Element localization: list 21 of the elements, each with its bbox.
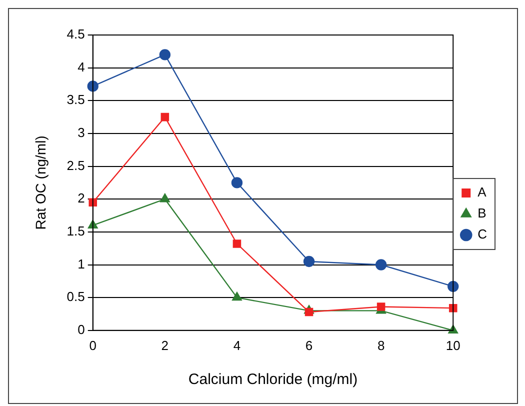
y-tick-label: 3	[78, 125, 85, 140]
y-tick-label: 3.5	[66, 92, 85, 108]
y-tick-label: 0.5	[66, 289, 85, 304]
y-tick-label: 1.5	[66, 224, 85, 239]
y-tick-label: 2.5	[66, 158, 85, 173]
x-axis-title: Calcium Chloride (mg/ml)	[188, 371, 358, 388]
y-tick-label: 4.5	[66, 26, 85, 42]
legend-label: C	[478, 226, 487, 242]
x-tick-label: 10	[446, 338, 460, 353]
legend-label: B	[478, 206, 486, 221]
legend-label: A	[478, 184, 487, 200]
x-tick-label: 0	[89, 338, 96, 353]
y-axis-title: Rat OC (ng/ml)	[32, 136, 48, 230]
x-tick-label: 4	[233, 338, 241, 353]
y-tick-label: 1	[78, 256, 85, 272]
y-tick-label: 4	[78, 59, 85, 74]
x-tick-label: 8	[377, 338, 385, 353]
y-tick-label: 0	[78, 322, 85, 337]
x-tick-label: 6	[305, 338, 313, 353]
x-tick-label: 2	[161, 338, 169, 353]
y-tick-label: 2	[78, 190, 85, 206]
